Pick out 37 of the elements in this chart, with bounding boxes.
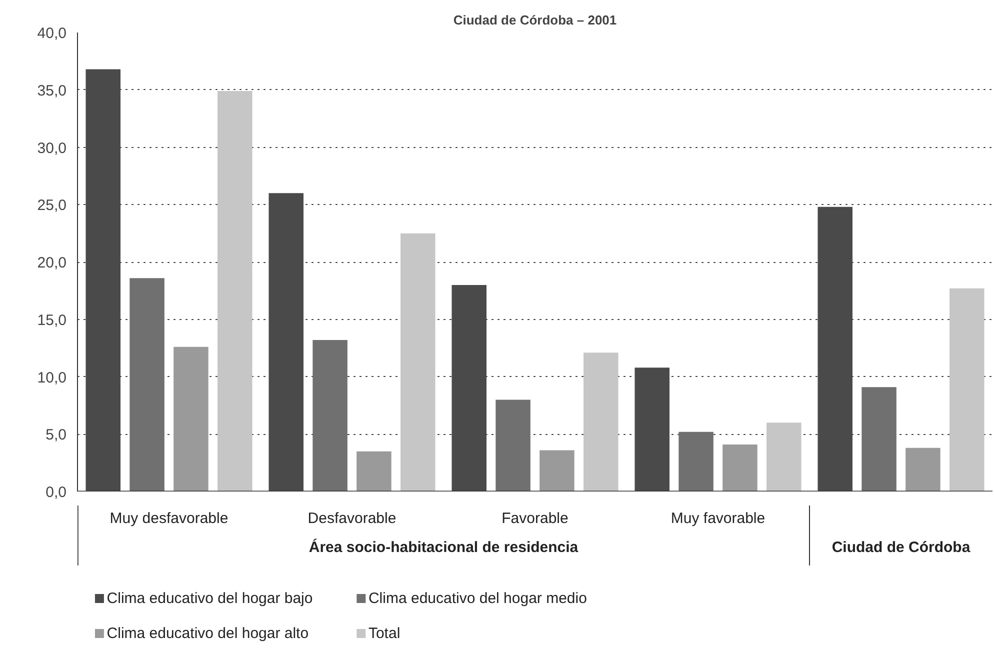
- y-tick-label: 35,0: [37, 82, 67, 100]
- chart-title: Ciudad de Córdoba – 2001: [453, 12, 617, 28]
- bar: [496, 400, 530, 492]
- bar: [949, 288, 984, 492]
- bar: [540, 450, 574, 492]
- x-tick-label: Muy desfavorable: [110, 510, 228, 527]
- y-tick-label: 15,0: [37, 312, 67, 329]
- bar: [722, 444, 758, 492]
- bar: [906, 448, 940, 492]
- bar: [862, 387, 896, 492]
- bar: [268, 193, 304, 492]
- text: Ciudad de Córdoba: [832, 539, 971, 556]
- legend-label: Clima educativo del hogar alto: [106, 625, 309, 642]
- x-tick-label: Desfavorable: [308, 510, 396, 527]
- bar: [130, 278, 164, 492]
- text: Área socio-habitacional de residencia: [308, 538, 579, 556]
- bar: [174, 346, 208, 492]
- y-tick-label: 25,0: [37, 197, 67, 214]
- x-tick-label: Muy favorable: [670, 510, 766, 527]
- y-tick-label: 10,0: [37, 369, 67, 386]
- bar: [356, 451, 392, 492]
- bar: [400, 233, 436, 492]
- bar: [583, 352, 618, 492]
- legend-label: Total: [368, 625, 400, 642]
- bar: [766, 422, 802, 492]
- y-tick-label: 40,0: [37, 25, 67, 42]
- y-tick-label: 0,0: [46, 484, 67, 501]
- bar: [217, 91, 252, 492]
- legend-label: Clima educativo del hogar medio: [368, 590, 587, 607]
- y-tick-label: 20,0: [37, 254, 67, 272]
- x-tick-label: Favorable: [502, 510, 568, 527]
- bar: [678, 432, 714, 492]
- bar: [634, 368, 670, 492]
- y-tick-label: 30,0: [37, 140, 67, 157]
- y-tick-label: 5,0: [46, 426, 67, 444]
- bar: [312, 340, 348, 492]
- legend-label: Clima educativo del hogar bajo: [106, 590, 313, 607]
